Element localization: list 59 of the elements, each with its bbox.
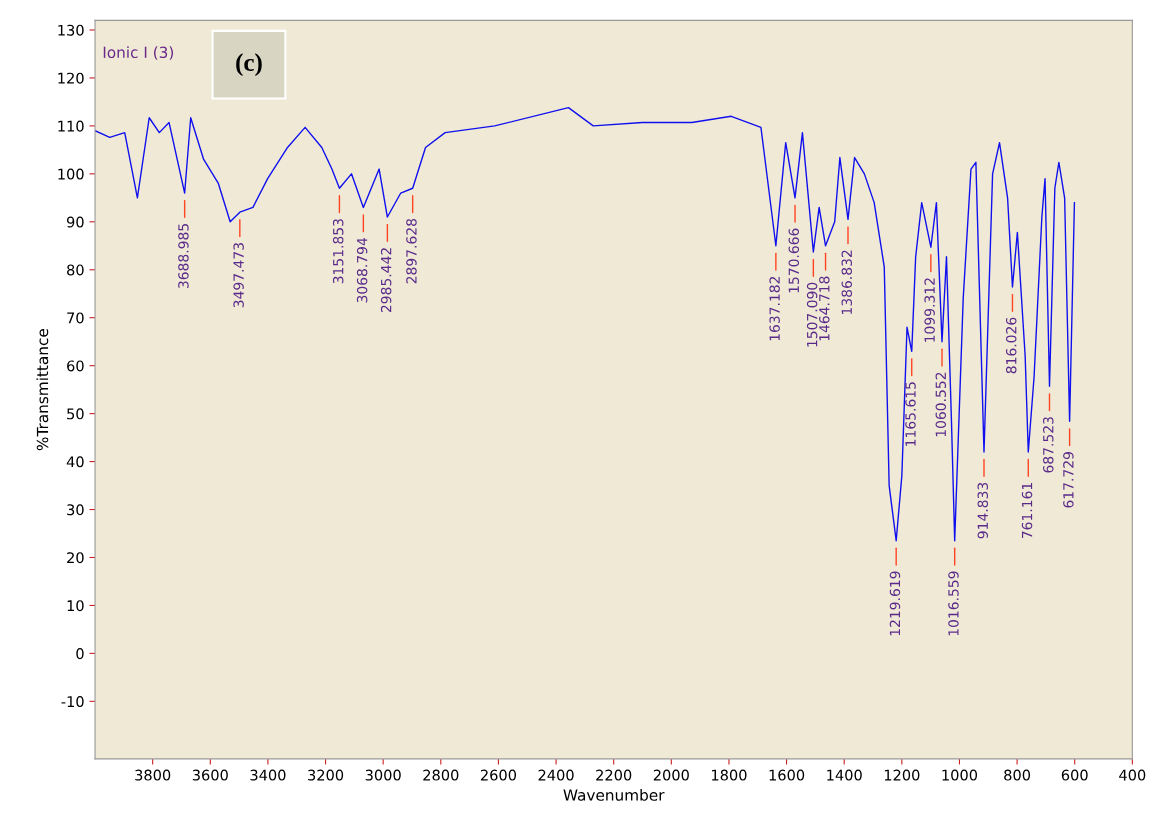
annotation: 3497.473: [233, 243, 244, 308]
annotation: 1386.832: [841, 250, 853, 314]
x-tick-label: 3600: [192, 769, 228, 781]
y-tick-label: 40: [66, 456, 84, 468]
y-tick-label: 90: [66, 216, 84, 228]
x-tick-label: 3400: [250, 769, 286, 781]
annotation: 1570.666: [788, 228, 800, 293]
y-tick-label: 10: [67, 600, 84, 612]
y-tick-label: 110: [58, 120, 84, 132]
y-tick-label: 60: [67, 360, 84, 372]
annotation: 2985.442: [380, 248, 392, 313]
annotation: 1016.559: [948, 571, 959, 636]
y-tick-label: 130: [58, 24, 84, 36]
annotation: 914.833: [977, 482, 989, 539]
annotation: 1165.615: [905, 382, 916, 446]
x-tick-label: 2000: [653, 769, 689, 781]
annotation: 1464.718: [819, 276, 830, 341]
annotation: 816.026: [1005, 317, 1017, 374]
x-tick-label: 1600: [769, 769, 805, 781]
x-tick-label: 3200: [308, 769, 344, 781]
annotation: 1507.090: [806, 282, 818, 347]
x-tick-label: 1400: [827, 769, 862, 781]
annotation: 3068.794: [356, 237, 368, 303]
y-tick-label: 70: [67, 312, 84, 324]
x-tick-label: 800: [1004, 769, 1031, 781]
y-tick-label: -10: [61, 696, 84, 708]
annotation: 3151.853: [332, 219, 344, 284]
annotation: 3688.985: [178, 224, 189, 289]
y-tick-label: 100: [58, 168, 84, 180]
annotation: 1637.182: [769, 276, 780, 341]
annotation: 1219.619: [889, 571, 901, 636]
annotation: 1099.312: [924, 278, 935, 342]
annotation: 687.523: [1043, 417, 1054, 473]
x-axis-title: Wavenumber: [563, 788, 665, 801]
y-tick-label: 30: [67, 504, 84, 516]
y-axis-title: %Transmittance: [36, 329, 49, 451]
annotation: Ionic I (3): [103, 46, 174, 60]
x-tick-label: 1200: [884, 769, 920, 781]
y-tick-label: 20: [67, 552, 84, 564]
y-tick-label: 120: [58, 72, 84, 84]
y-tick-label: 80: [67, 264, 84, 276]
x-tick-label: 2800: [423, 769, 459, 781]
annotation: 617.729: [1063, 452, 1074, 508]
x-tick-label: 1000: [942, 769, 978, 781]
x-tick-label: 2400: [538, 769, 574, 781]
x-tick-label: 400: [1119, 769, 1146, 781]
y-tick-label: 50: [67, 408, 84, 420]
x-tick-label: 2600: [480, 769, 517, 781]
line-series: [95, 106, 1076, 542]
x-tick-label: 3800: [135, 769, 171, 781]
y-tick-label: 0: [76, 648, 84, 660]
x-tick-label: 2200: [596, 769, 632, 781]
annotation: (c): [236, 53, 262, 77]
x-tick-label: 1800: [711, 769, 747, 781]
annotation: 2897.628: [406, 218, 417, 284]
x-tick-label: 3000: [365, 769, 401, 781]
x-tick-label: 600: [1061, 769, 1088, 781]
annotation: 1060.552: [935, 372, 947, 437]
annotation: 761.161: [1021, 483, 1033, 539]
